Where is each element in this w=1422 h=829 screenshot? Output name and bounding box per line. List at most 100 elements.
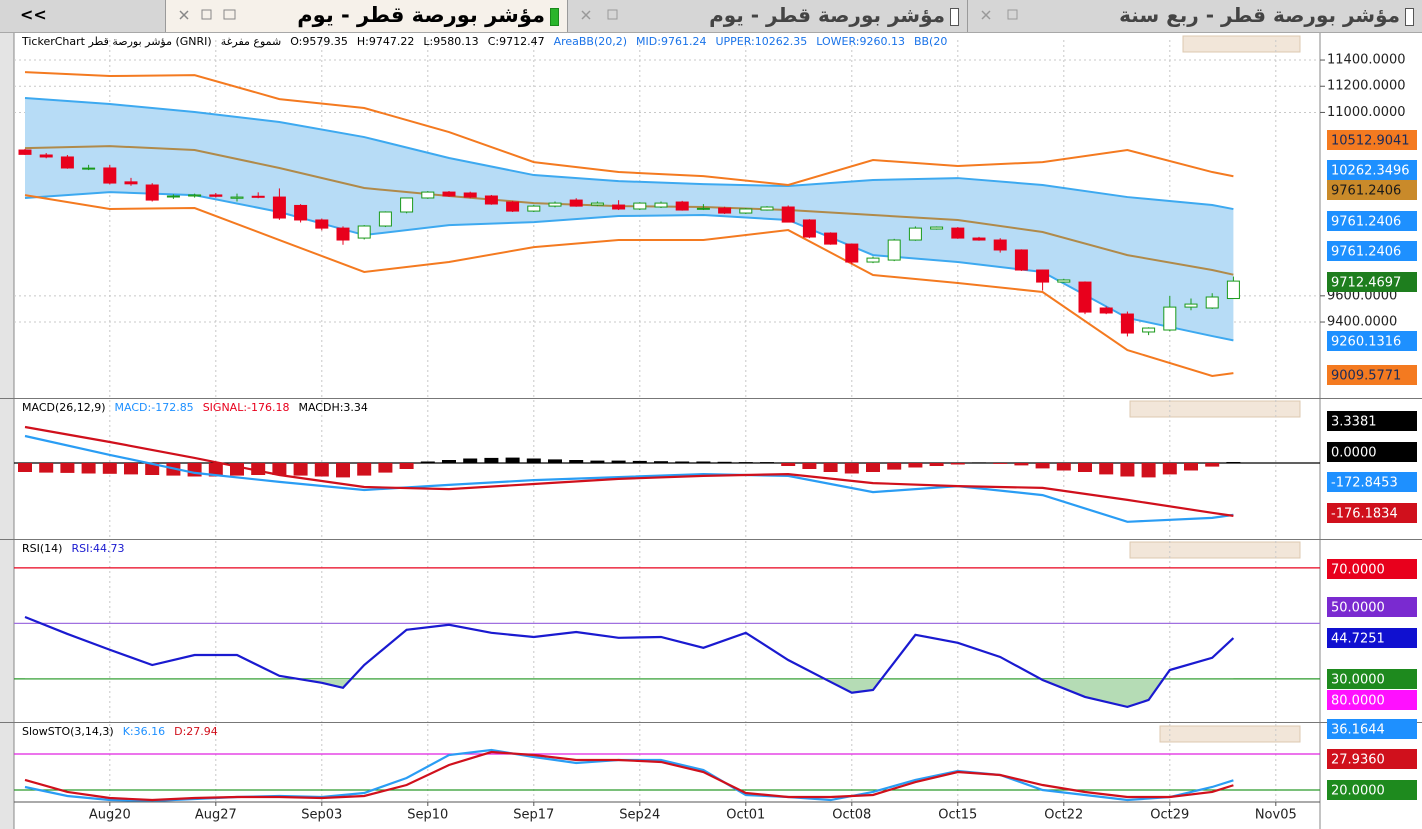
indicator-info: TickerChart مؤشر بورصة قطر (GNRI) شموع مف… xyxy=(22,35,1182,48)
candle-body xyxy=(60,156,74,169)
maximize-icon[interactable] xyxy=(1007,9,1018,20)
price-badge-label: 3.3381 xyxy=(1331,415,1377,430)
info-item: LOWER:9260.13 xyxy=(816,35,905,48)
candle-body xyxy=(1057,279,1071,283)
histogram-bar xyxy=(802,463,817,469)
histogram-bar xyxy=(505,457,520,463)
histogram-bar xyxy=(1162,463,1177,475)
candle-body xyxy=(1014,249,1028,271)
y-tick-label: 11000.0000 xyxy=(1327,105,1406,120)
info-item: C:9712.47 xyxy=(487,35,545,48)
candle-body xyxy=(1142,327,1156,333)
histogram-bar xyxy=(1035,463,1050,469)
histogram-bar xyxy=(1056,463,1071,471)
info-item: H:9747.22 xyxy=(356,35,415,48)
info-item: UPPER:10262.35 xyxy=(715,35,808,48)
candle-body xyxy=(569,199,583,207)
x-tick-label: Oct22 xyxy=(1044,808,1083,823)
histogram-bar xyxy=(950,463,965,465)
candle-body xyxy=(442,191,456,197)
price-badge-label: 50.0000 xyxy=(1331,601,1385,616)
histogram-bar xyxy=(1099,463,1114,475)
maximize-icon[interactable] xyxy=(201,9,212,20)
histogram-bar xyxy=(696,461,711,463)
candle-body xyxy=(654,202,668,208)
close-icon[interactable] xyxy=(981,10,991,20)
panel xyxy=(14,400,1320,538)
price-badge-label: 27.9360 xyxy=(1331,753,1385,768)
price-badge-label: 9761.2406 xyxy=(1331,215,1401,230)
histogram-bar xyxy=(548,459,562,463)
histogram-bar xyxy=(81,463,96,474)
detach-icon[interactable] xyxy=(223,9,236,20)
histogram-bar xyxy=(1205,463,1220,467)
info-item: MACD(26,12,9) xyxy=(22,401,106,414)
histogram-bar xyxy=(378,463,393,473)
candle-body xyxy=(1184,303,1198,308)
candle-body xyxy=(548,202,562,207)
histogram-bar xyxy=(590,460,605,463)
candle-body xyxy=(972,237,986,241)
candle-body xyxy=(145,184,159,201)
price-badge-label: 9260.1316 xyxy=(1331,335,1401,350)
candle-body xyxy=(484,195,498,205)
maximize-icon[interactable] xyxy=(607,9,618,20)
info-item: TickerChart مؤشر بورصة قطر (GNRI) xyxy=(22,35,212,48)
tab[interactable]: مؤشر بورصة قطر - يوم xyxy=(165,0,567,32)
panel-toolbar[interactable] xyxy=(1129,35,1301,743)
candle-body xyxy=(1036,269,1050,283)
tab-title: مؤشر بورصة قطر - يوم xyxy=(297,3,545,27)
candle-body xyxy=(378,211,392,227)
candle-body xyxy=(400,197,414,213)
histogram-bar xyxy=(60,463,75,473)
x-tick-label: Aug27 xyxy=(195,808,237,823)
collapse-button[interactable]: << xyxy=(20,5,47,24)
price-badge-label: 36.1644 xyxy=(1331,723,1385,738)
price-badge xyxy=(1327,272,1417,292)
info-item: SIGNAL:-176.18 xyxy=(202,401,290,414)
info-item: D:27.94 xyxy=(174,725,218,738)
info-item: RSI(14) xyxy=(22,542,63,555)
tab-icons xyxy=(581,9,618,20)
histogram-bar xyxy=(124,463,138,475)
histogram-bar xyxy=(272,463,287,475)
histogram-bar xyxy=(293,463,308,476)
candle-body xyxy=(633,202,647,210)
candle-body xyxy=(124,181,138,185)
histogram-bar xyxy=(823,463,838,472)
price-badge xyxy=(1327,180,1417,200)
indicator-line xyxy=(24,425,1234,517)
candle-body xyxy=(527,205,541,212)
indicator-info: MACD(26,12,9) MACD:-172.85 SIGNAL:-176.18 M… xyxy=(22,401,1122,414)
histogram-bar xyxy=(1078,463,1092,472)
y-tick-label: 9600.0000 xyxy=(1327,288,1397,303)
candle-body xyxy=(1163,306,1177,331)
candle-body xyxy=(272,196,286,219)
candle-body xyxy=(718,207,732,214)
x-tick-label: Sep03 xyxy=(301,808,342,823)
close-icon[interactable] xyxy=(581,10,591,20)
tab[interactable]: مؤشر بورصة قطر - يوم xyxy=(567,0,967,32)
info-item: K:36.16 xyxy=(122,725,166,738)
histogram-bar xyxy=(1014,463,1029,466)
histogram-bar xyxy=(314,463,329,477)
tab-title: مؤشر بورصة قطر - ربع سنة xyxy=(1119,3,1400,27)
price-badge-label: 70.0000 xyxy=(1331,563,1385,578)
tab-icons xyxy=(179,9,236,20)
close-icon[interactable] xyxy=(179,10,189,20)
y-tick-label: 11400.0000 xyxy=(1327,53,1406,68)
histogram-bar xyxy=(781,463,796,466)
tab[interactable]: مؤشر بورصة قطر - ربع سنة xyxy=(967,0,1422,32)
info-item: O:9579.35 xyxy=(290,35,348,48)
histogram-bar xyxy=(420,461,435,463)
candle-body xyxy=(315,219,329,229)
candle-body xyxy=(39,154,53,158)
candle-body xyxy=(1205,296,1219,309)
price-badge-label: 30.0000 xyxy=(1331,673,1385,688)
price-badge xyxy=(1327,411,1417,431)
price-badge xyxy=(1327,160,1417,180)
indicator-line xyxy=(24,434,1234,523)
candle-body xyxy=(866,257,880,263)
info-item: L:9580.13 xyxy=(423,35,479,48)
